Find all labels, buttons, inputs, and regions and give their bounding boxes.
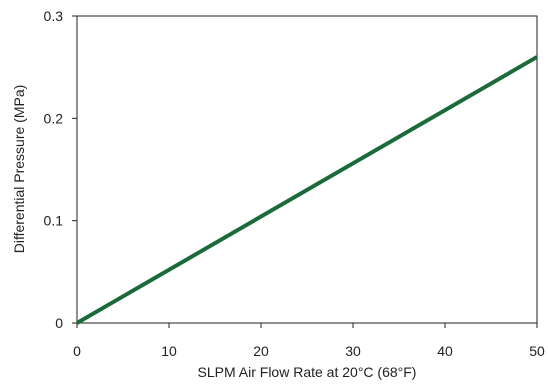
plot-frame: [76, 15, 538, 324]
y-tick-label: 0.2: [44, 110, 64, 126]
y-tick-label: 0.1: [44, 213, 64, 229]
x-tick-label: 30: [345, 343, 361, 359]
x-tick-label: 50: [529, 343, 545, 359]
x-tick-label: 0: [73, 343, 81, 359]
y-tick-label: 0: [55, 315, 63, 331]
x-tick-label: 40: [437, 343, 453, 359]
x-axis-title: SLPM Air Flow Rate at 20°C (68°F): [198, 364, 417, 380]
y-tick-label: 0.3: [44, 8, 64, 24]
x-tick-label: 10: [161, 343, 177, 359]
y-axis-title: Differential Pressure (MPa): [11, 85, 27, 254]
series-line-0: [75, 55, 539, 325]
x-tick-label: 20: [253, 343, 269, 359]
